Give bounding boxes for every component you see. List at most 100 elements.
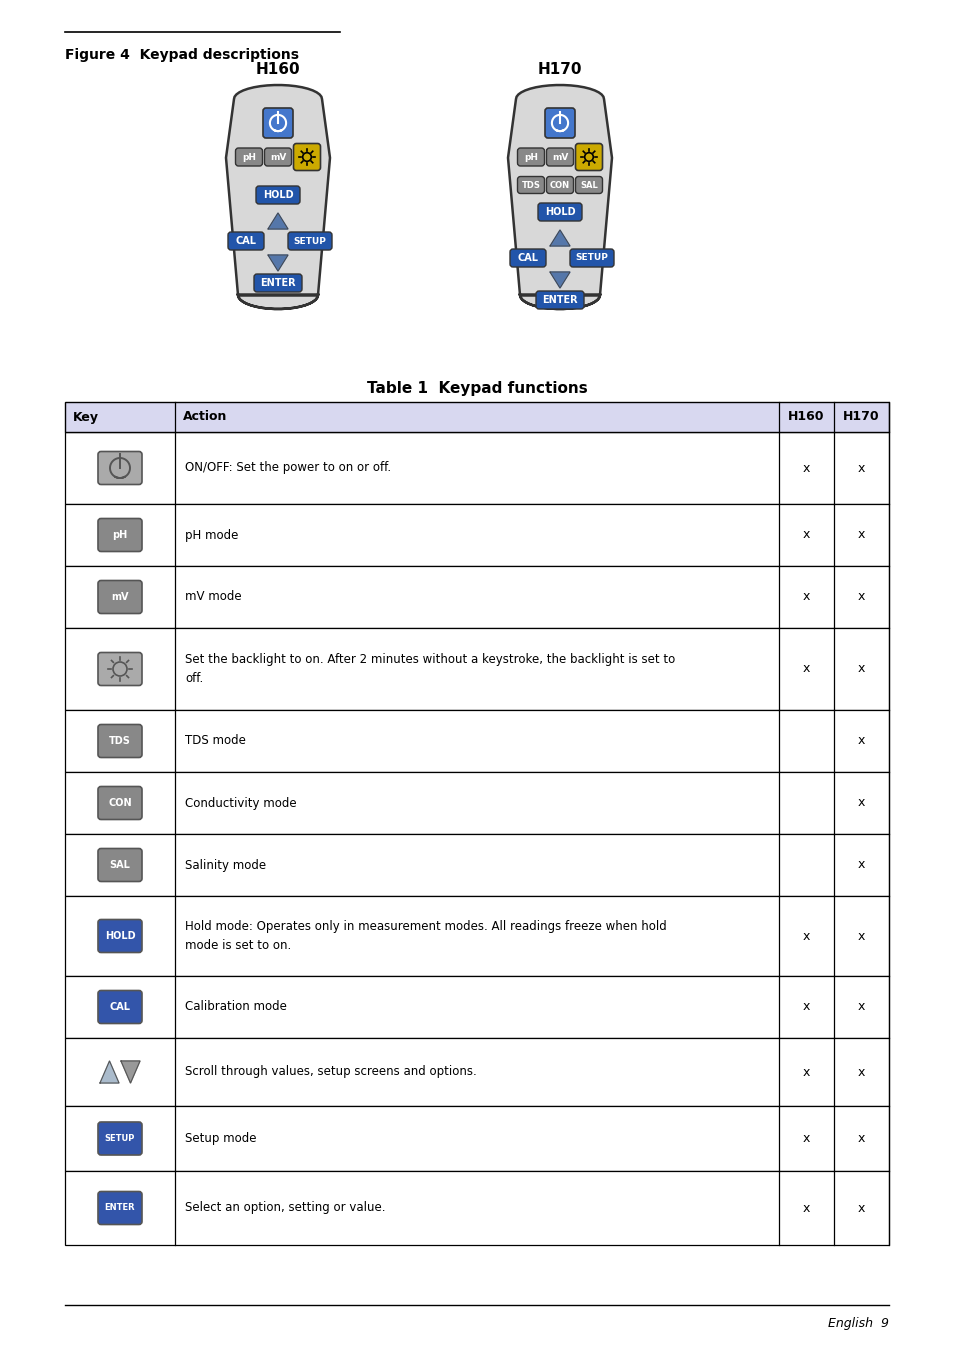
FancyBboxPatch shape	[546, 148, 573, 167]
FancyBboxPatch shape	[65, 772, 888, 834]
FancyBboxPatch shape	[65, 834, 888, 896]
Text: ENTER: ENTER	[541, 295, 578, 305]
Text: x: x	[857, 1066, 864, 1079]
FancyBboxPatch shape	[98, 653, 142, 685]
Text: ENTER: ENTER	[260, 278, 295, 288]
Polygon shape	[268, 213, 288, 229]
FancyBboxPatch shape	[98, 581, 142, 613]
FancyBboxPatch shape	[98, 919, 142, 952]
Text: Figure 4  Keypad descriptions: Figure 4 Keypad descriptions	[65, 47, 298, 62]
Text: x: x	[857, 528, 864, 542]
Text: SAL: SAL	[579, 180, 598, 190]
FancyBboxPatch shape	[98, 991, 142, 1024]
FancyBboxPatch shape	[65, 628, 888, 709]
Text: H160: H160	[787, 410, 824, 424]
FancyBboxPatch shape	[575, 144, 602, 171]
FancyBboxPatch shape	[510, 249, 545, 267]
FancyBboxPatch shape	[98, 849, 142, 881]
Text: Hold mode: Operates only in measurement modes. All readings freeze when hold: Hold mode: Operates only in measurement …	[185, 919, 666, 933]
FancyBboxPatch shape	[228, 232, 264, 250]
Text: Scroll through values, setup screens and options.: Scroll through values, setup screens and…	[185, 1066, 476, 1079]
Polygon shape	[550, 272, 569, 288]
Polygon shape	[100, 1062, 119, 1083]
Text: x: x	[802, 1066, 809, 1079]
Polygon shape	[226, 85, 330, 309]
FancyBboxPatch shape	[517, 176, 544, 194]
FancyBboxPatch shape	[544, 108, 575, 138]
FancyBboxPatch shape	[98, 451, 142, 485]
Text: x: x	[802, 590, 809, 604]
Text: CAL: CAL	[235, 236, 256, 246]
Text: TDS: TDS	[109, 737, 131, 746]
Text: SETUP: SETUP	[105, 1135, 135, 1143]
Text: CON: CON	[549, 180, 570, 190]
FancyBboxPatch shape	[98, 1122, 142, 1155]
Text: x: x	[857, 858, 864, 872]
Text: pH: pH	[242, 153, 255, 161]
Text: x: x	[802, 662, 809, 676]
FancyBboxPatch shape	[263, 108, 293, 138]
FancyBboxPatch shape	[536, 291, 583, 309]
FancyBboxPatch shape	[65, 976, 888, 1039]
FancyBboxPatch shape	[65, 402, 888, 432]
Text: HOLD: HOLD	[262, 190, 293, 200]
Polygon shape	[121, 1062, 140, 1083]
Text: TDS mode: TDS mode	[185, 734, 246, 747]
Text: H160: H160	[255, 62, 300, 77]
Text: x: x	[802, 929, 809, 942]
Text: Table 1  Keypad functions: Table 1 Keypad functions	[366, 380, 587, 395]
Text: CAL: CAL	[110, 1002, 131, 1011]
Text: Calibration mode: Calibration mode	[185, 1001, 287, 1014]
FancyBboxPatch shape	[98, 1192, 142, 1224]
FancyBboxPatch shape	[517, 148, 544, 167]
Text: TDS: TDS	[521, 180, 539, 190]
Text: HOLD: HOLD	[105, 932, 135, 941]
Text: Setup mode: Setup mode	[185, 1132, 256, 1145]
Text: mV: mV	[551, 153, 568, 161]
FancyBboxPatch shape	[65, 432, 888, 504]
Text: x: x	[857, 662, 864, 676]
Text: Set the backlight to on. After 2 minutes without a keystroke, the backlight is s: Set the backlight to on. After 2 minutes…	[185, 653, 675, 666]
Text: CAL: CAL	[517, 253, 537, 263]
Text: x: x	[802, 1001, 809, 1014]
Text: x: x	[857, 796, 864, 810]
Text: x: x	[857, 929, 864, 942]
FancyBboxPatch shape	[98, 787, 142, 819]
Polygon shape	[507, 85, 612, 309]
Text: H170: H170	[842, 410, 879, 424]
Polygon shape	[268, 255, 288, 271]
Text: CON: CON	[108, 798, 132, 808]
Text: Salinity mode: Salinity mode	[185, 858, 266, 872]
Text: ON/OFF: Set the power to on or off.: ON/OFF: Set the power to on or off.	[185, 462, 391, 474]
Text: x: x	[857, 590, 864, 604]
FancyBboxPatch shape	[65, 1171, 888, 1244]
Text: mV: mV	[112, 592, 129, 603]
Text: x: x	[857, 462, 864, 474]
Text: H170: H170	[537, 62, 581, 77]
Text: SETUP: SETUP	[575, 253, 608, 263]
FancyBboxPatch shape	[255, 185, 299, 204]
Text: Select an option, setting or value.: Select an option, setting or value.	[185, 1201, 385, 1215]
Text: Key: Key	[73, 410, 99, 424]
Text: mV: mV	[270, 153, 286, 161]
Text: x: x	[857, 1201, 864, 1215]
Text: x: x	[802, 1201, 809, 1215]
FancyBboxPatch shape	[65, 1106, 888, 1171]
FancyBboxPatch shape	[65, 896, 888, 976]
FancyBboxPatch shape	[575, 176, 602, 194]
Text: pH: pH	[523, 153, 537, 161]
Text: pH mode: pH mode	[185, 528, 238, 542]
FancyBboxPatch shape	[537, 203, 581, 221]
Text: Action: Action	[183, 410, 227, 424]
FancyBboxPatch shape	[264, 148, 292, 167]
FancyBboxPatch shape	[546, 176, 573, 194]
FancyBboxPatch shape	[235, 148, 262, 167]
Text: x: x	[857, 734, 864, 747]
FancyBboxPatch shape	[294, 144, 320, 171]
Text: mV mode: mV mode	[185, 590, 241, 604]
FancyBboxPatch shape	[65, 504, 888, 566]
Text: off.: off.	[185, 673, 203, 685]
FancyBboxPatch shape	[65, 709, 888, 772]
Text: Conductivity mode: Conductivity mode	[185, 796, 296, 810]
Polygon shape	[550, 230, 569, 246]
